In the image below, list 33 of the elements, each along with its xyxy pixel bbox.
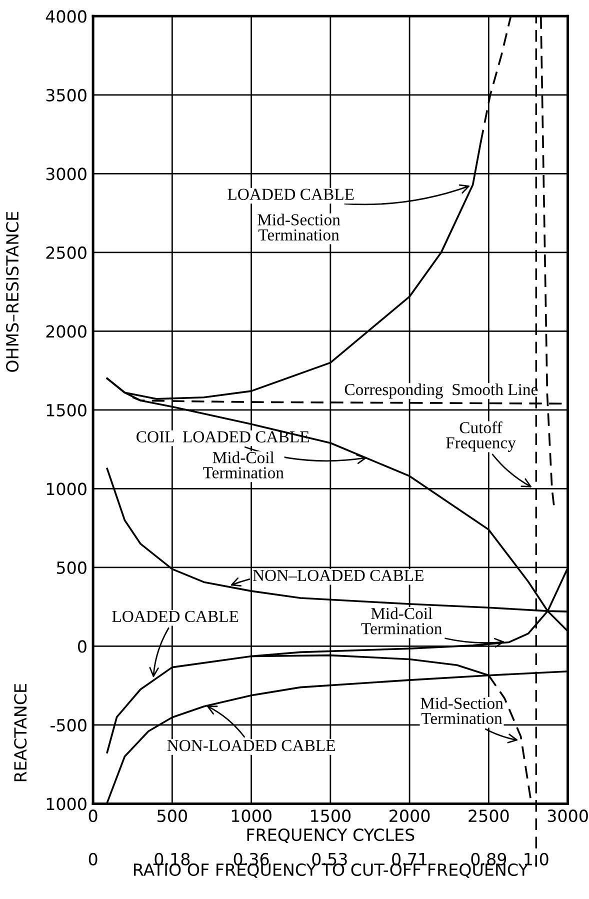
y-tick-label: 2500 <box>46 246 86 260</box>
y-tick-label: 3000 <box>46 168 86 180</box>
x-tick-label: 2500 <box>468 810 509 822</box>
annotation: Mid-Section Termination <box>420 697 504 724</box>
annotation: Mid-Section Termination <box>258 214 340 241</box>
annotation: Mid-Coil Termination <box>361 607 442 634</box>
x-axis-title: FREQUENCY CYCLES <box>247 828 414 843</box>
x2-tick-label: 0.89 <box>471 852 506 866</box>
annotation: LOADED CABLE <box>228 188 354 200</box>
x-tick-label: 0 <box>88 810 98 822</box>
annotation: Mid-Coil Termination <box>203 452 284 478</box>
y-axis-title: OHMS–RESISTANCE <box>6 212 19 372</box>
y-tick-label: 1500 <box>46 404 86 417</box>
y-tick-label: 4000 <box>46 10 86 23</box>
x2-tick-label: 0 <box>88 852 98 866</box>
x-tick-label: 1000 <box>232 810 272 822</box>
x-tick-label: 500 <box>158 810 187 822</box>
y-tick-label: -500 <box>50 718 86 732</box>
annotation: Corresponding Smooth Line <box>344 383 538 399</box>
y-tick-label: 500 <box>56 561 86 574</box>
y-tick-label: 1000 <box>46 482 86 496</box>
annotation: NON–LOADED CABLE <box>252 570 424 582</box>
annotation: NON-LOADED CABLE <box>167 740 335 752</box>
x-tick-label: 3000 <box>548 810 588 822</box>
y-tick-label: 1000 <box>46 798 86 810</box>
annotation: Cutoff Frequency <box>446 421 516 452</box>
x-tick-label: 1500 <box>311 810 351 822</box>
y-tick-label: 3500 <box>46 88 86 102</box>
text: REACTANCE <box>14 684 27 782</box>
annotation: LOADED CABLE <box>112 610 238 622</box>
x-tick-label: 2000 <box>390 810 430 822</box>
y-tick-label: 0 <box>78 640 86 653</box>
y-tick-label: 2000 <box>46 325 86 338</box>
